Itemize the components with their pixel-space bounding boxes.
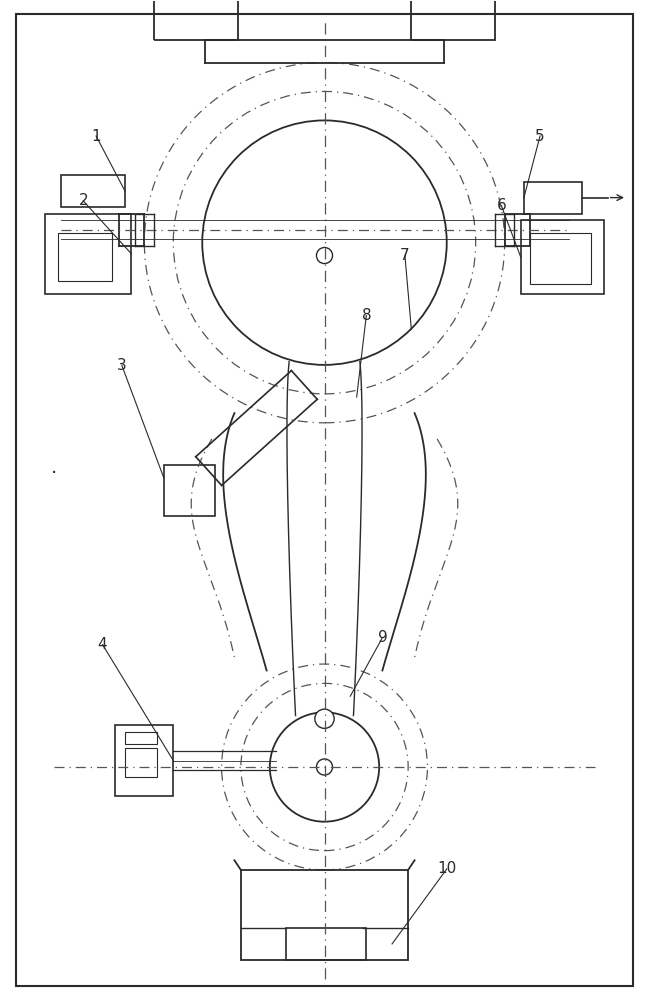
Text: 9: 9 [378,630,387,645]
Bar [520,220,604,294]
Text: 6: 6 [496,198,506,213]
Bar [125,732,157,744]
Text: 8: 8 [361,308,371,323]
Bar [524,182,582,214]
Circle shape [317,759,332,775]
Circle shape [315,709,334,728]
Circle shape [317,247,332,264]
Text: 3: 3 [117,358,127,373]
Text: 7: 7 [400,248,410,263]
Bar [125,748,157,777]
Text: 5: 5 [535,129,545,144]
Bar [164,465,215,516]
Bar [530,233,591,284]
Bar [61,175,125,207]
Text: 2: 2 [79,193,88,208]
Text: 10: 10 [437,861,456,876]
Text: 1: 1 [92,129,101,144]
Bar [286,928,366,960]
Text: 4: 4 [98,637,107,652]
Bar [154,0,238,40]
Bar [411,0,495,40]
Bar [241,870,408,960]
Bar [45,214,132,294]
Text: .: . [51,458,57,477]
Bar [116,725,173,796]
Bar [58,233,112,281]
